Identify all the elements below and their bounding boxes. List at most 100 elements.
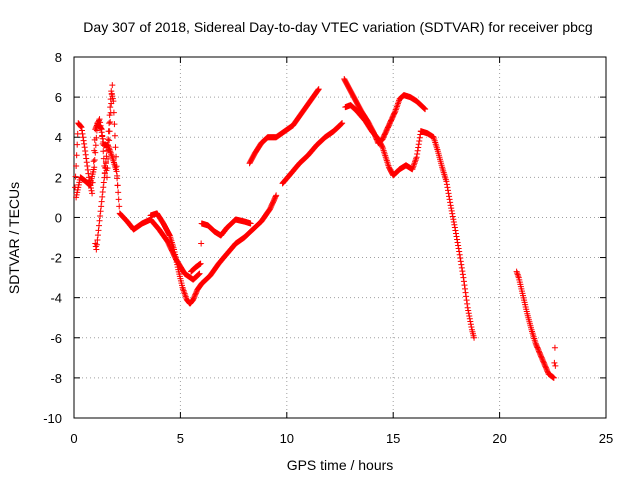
data-point <box>466 315 473 322</box>
data-point <box>541 360 548 367</box>
data-point <box>172 254 179 261</box>
data-point <box>181 290 188 297</box>
data-point <box>534 344 541 351</box>
data-point <box>542 363 549 370</box>
data-point <box>102 160 109 167</box>
data-point <box>412 158 419 165</box>
data-point <box>372 133 379 140</box>
data-point <box>414 151 421 158</box>
data-point <box>84 166 91 173</box>
data-point <box>90 158 97 165</box>
data-point <box>113 163 120 170</box>
data-point <box>100 179 107 186</box>
data-point <box>105 155 112 162</box>
data-point <box>463 293 470 300</box>
y-tick-label: 6 <box>55 90 62 105</box>
x-tick-label: 0 <box>70 431 77 446</box>
data-point <box>73 162 80 169</box>
data-point <box>371 131 378 138</box>
data-point <box>454 236 461 243</box>
data-point <box>444 187 451 194</box>
data-point <box>394 102 401 109</box>
data-point <box>539 355 546 362</box>
data-point <box>538 353 545 360</box>
data-point <box>193 289 200 296</box>
data-point <box>108 152 115 159</box>
data-point <box>73 191 80 198</box>
data-point <box>93 246 100 253</box>
data-point <box>272 193 279 200</box>
data-point <box>379 143 386 150</box>
data-point <box>315 86 322 93</box>
data-point <box>448 207 455 214</box>
grid-lines <box>74 57 606 418</box>
data-point <box>96 116 103 123</box>
data-point <box>411 160 418 167</box>
data-point <box>532 340 539 347</box>
data-point <box>171 246 178 253</box>
data-point <box>393 105 400 112</box>
data-point <box>72 173 79 180</box>
data-point <box>190 295 197 302</box>
data-point <box>73 152 80 159</box>
series-trace-d <box>147 192 280 307</box>
data-point <box>413 154 420 161</box>
data-points <box>72 76 559 381</box>
y-tick-label: 4 <box>55 130 62 145</box>
data-point <box>541 362 548 369</box>
data-point <box>450 216 457 223</box>
data-point <box>78 127 85 134</box>
data-point <box>83 155 90 162</box>
data-point <box>338 120 345 127</box>
data-point <box>78 124 85 131</box>
data-point <box>534 345 541 352</box>
data-point <box>463 297 470 304</box>
data-point <box>459 271 466 278</box>
data-point <box>74 141 81 148</box>
plot-frame <box>73 56 607 419</box>
data-point <box>104 165 111 172</box>
data-point <box>93 134 100 141</box>
data-point <box>415 144 422 151</box>
data-point <box>98 125 105 132</box>
data-point <box>173 259 180 266</box>
data-point <box>111 132 118 139</box>
data-point <box>98 198 105 205</box>
data-point <box>457 258 464 265</box>
data-point <box>180 287 187 294</box>
data-point <box>391 109 398 116</box>
series-trace-j <box>417 128 478 341</box>
data-point <box>458 261 465 268</box>
data-point <box>550 374 557 381</box>
data-point <box>91 164 98 171</box>
data-point <box>416 137 423 144</box>
data-point <box>533 343 540 350</box>
data-point <box>455 245 462 252</box>
data-point <box>100 184 107 191</box>
data-point <box>77 123 84 130</box>
series-trace-k <box>513 268 559 381</box>
data-point <box>444 184 451 191</box>
data-point <box>181 289 188 296</box>
y-tick-labels: -10 -8 -6 -4 -2 0 2 4 6 8 <box>43 50 62 426</box>
x-tick-label: 5 <box>177 431 184 446</box>
data-point <box>467 318 474 325</box>
data-point <box>371 130 378 137</box>
data-point <box>196 270 203 277</box>
series-trace-g <box>279 120 346 187</box>
data-point <box>447 202 454 209</box>
data-point <box>455 242 462 249</box>
data-point <box>537 350 544 357</box>
data-point <box>412 157 419 164</box>
data-point <box>190 296 197 303</box>
data-point <box>533 342 540 349</box>
data-point <box>422 106 429 113</box>
data-point <box>80 134 87 141</box>
data-point <box>538 354 545 361</box>
data-point <box>74 186 81 193</box>
data-point <box>106 128 113 135</box>
x-tick-label: 25 <box>599 431 613 446</box>
data-point <box>114 182 121 189</box>
data-point <box>98 203 105 210</box>
data-point <box>85 170 92 177</box>
